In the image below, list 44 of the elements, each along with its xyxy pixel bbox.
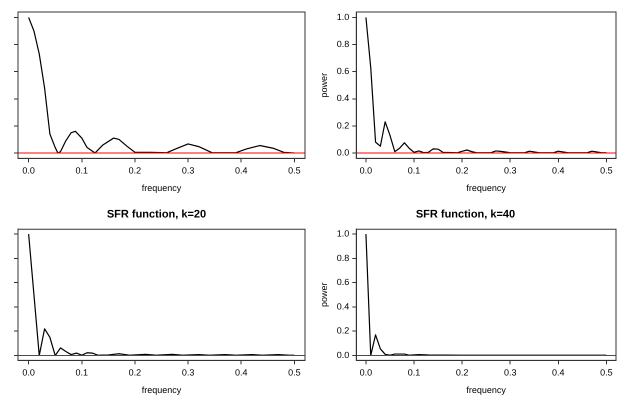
x-tick-label: 0.0 <box>22 367 35 378</box>
x-tick-label: 0.5 <box>288 367 301 378</box>
x-tick-label: 0.5 <box>600 165 613 176</box>
x-tick-label: 0.5 <box>600 367 613 378</box>
x-tick-label: 0.2 <box>456 367 468 378</box>
y-tick-label: 0.4 <box>336 301 350 312</box>
x-axis-title: frequency <box>466 183 506 194</box>
x-axis-title: frequency <box>142 183 182 194</box>
chart-title: SFR function, k=20 <box>106 208 206 221</box>
x-tick-label: 0.0 <box>360 367 372 378</box>
x-tick-label: 0.1 <box>76 165 88 176</box>
x-tick-label: 0.4 <box>552 165 565 176</box>
y-tick-label: 1.0 <box>336 228 350 239</box>
x-tick-label: 0.1 <box>408 165 420 176</box>
x-tick-label: 0.3 <box>182 367 194 378</box>
y-axis-title: power <box>318 72 329 98</box>
x-tick-label: 0.0 <box>360 165 372 176</box>
y-tick-label: 0.8 <box>336 252 350 263</box>
y-tick-label: 0.6 <box>336 277 350 288</box>
x-tick-label: 0.4 <box>552 367 565 378</box>
x-tick-label: 0.2 <box>128 367 142 378</box>
x-tick-label: 0.1 <box>76 367 88 378</box>
y-tick-label: 0.8 <box>336 39 350 50</box>
x-tick-label: 0.3 <box>504 165 516 176</box>
y-tick-label: 0.6 <box>336 66 350 76</box>
x-tick-label: 0.2 <box>456 165 468 176</box>
x-axis-title: frequency <box>142 385 182 396</box>
x-tick-label: 0.4 <box>234 367 248 378</box>
chart-title: SFR function, k=40 <box>416 208 516 221</box>
y-tick-label: 0.0 <box>336 350 350 360</box>
y-axis-title: power <box>318 282 329 308</box>
y-tick-label: 1.0 <box>336 12 350 22</box>
x-tick-label: 0.5 <box>288 165 301 176</box>
y-tick-label: 0.2 <box>336 120 350 130</box>
x-tick-label: 0.2 <box>128 165 142 176</box>
x-axis-title: frequency <box>466 385 506 396</box>
x-tick-label: 0.1 <box>408 367 420 378</box>
y-tick-label: 0.0 <box>336 147 350 158</box>
x-tick-label: 0.3 <box>504 367 516 378</box>
y-tick-label: 0.2 <box>336 326 350 336</box>
x-tick-label: 0.3 <box>182 165 194 176</box>
x-tick-label: 0.0 <box>22 165 35 176</box>
y-tick-label: 0.4 <box>336 93 350 104</box>
x-tick-label: 0.4 <box>234 165 248 176</box>
